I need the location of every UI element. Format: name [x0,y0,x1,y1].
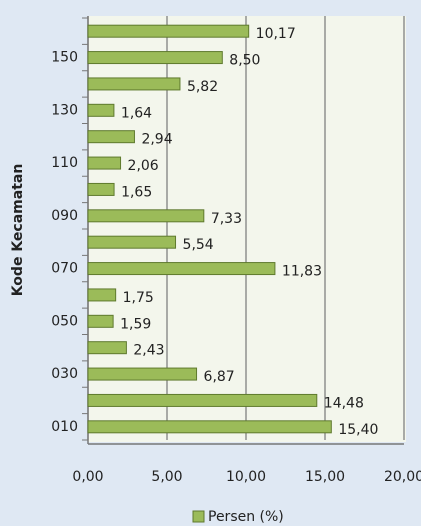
legend-label: Persen (%) [208,509,284,525]
bar [87,209,205,223]
bar [87,262,276,276]
x-tick-label: 15,00 [305,469,345,485]
bar [87,77,181,91]
bar [87,341,127,355]
bar [87,314,114,328]
value-label: 1,64 [121,105,152,121]
value-label: 7,33 [211,211,242,227]
value-label: 8,50 [229,53,260,69]
value-label: 5,54 [183,237,214,253]
legend-swatch [192,510,205,523]
value-label: 1,75 [123,290,154,306]
bar [87,420,332,434]
bar [87,235,177,249]
bar [87,24,250,38]
x-tick-label: 0,00 [72,469,103,485]
value-label: 1,65 [121,184,152,200]
value-label: 10,17 [256,26,296,42]
x-tick-label: 20,00 [384,469,421,485]
y-tick-label: 110 [51,155,78,171]
value-label: 1,59 [120,316,151,332]
bar [87,288,117,302]
y-axis-label: Kode Kecamatan [10,164,26,297]
y-tick-label: 050 [51,313,78,329]
value-label: 2,94 [141,132,172,148]
bar [87,103,115,117]
bar [87,51,223,65]
y-tick-label: 030 [51,366,78,382]
y-tick-label: 070 [51,261,78,277]
x-tick-label: 5,00 [151,469,182,485]
bar [87,156,122,170]
value-label: 2,43 [133,343,164,359]
x-tick-label: 10,00 [226,469,266,485]
value-label: 15,40 [338,422,378,438]
bar [87,130,135,144]
bar [87,182,115,196]
value-label: 14,48 [324,395,364,411]
value-label: 6,87 [204,369,235,385]
value-label: 11,83 [282,264,322,280]
value-label: 2,06 [128,158,159,174]
bar [87,393,318,407]
y-tick-label: 010 [51,419,78,435]
value-label: 5,82 [187,79,218,95]
y-tick-label: 130 [51,102,78,118]
y-tick-label: 090 [51,208,78,224]
bar [87,367,198,381]
y-tick-label: 150 [51,50,78,66]
